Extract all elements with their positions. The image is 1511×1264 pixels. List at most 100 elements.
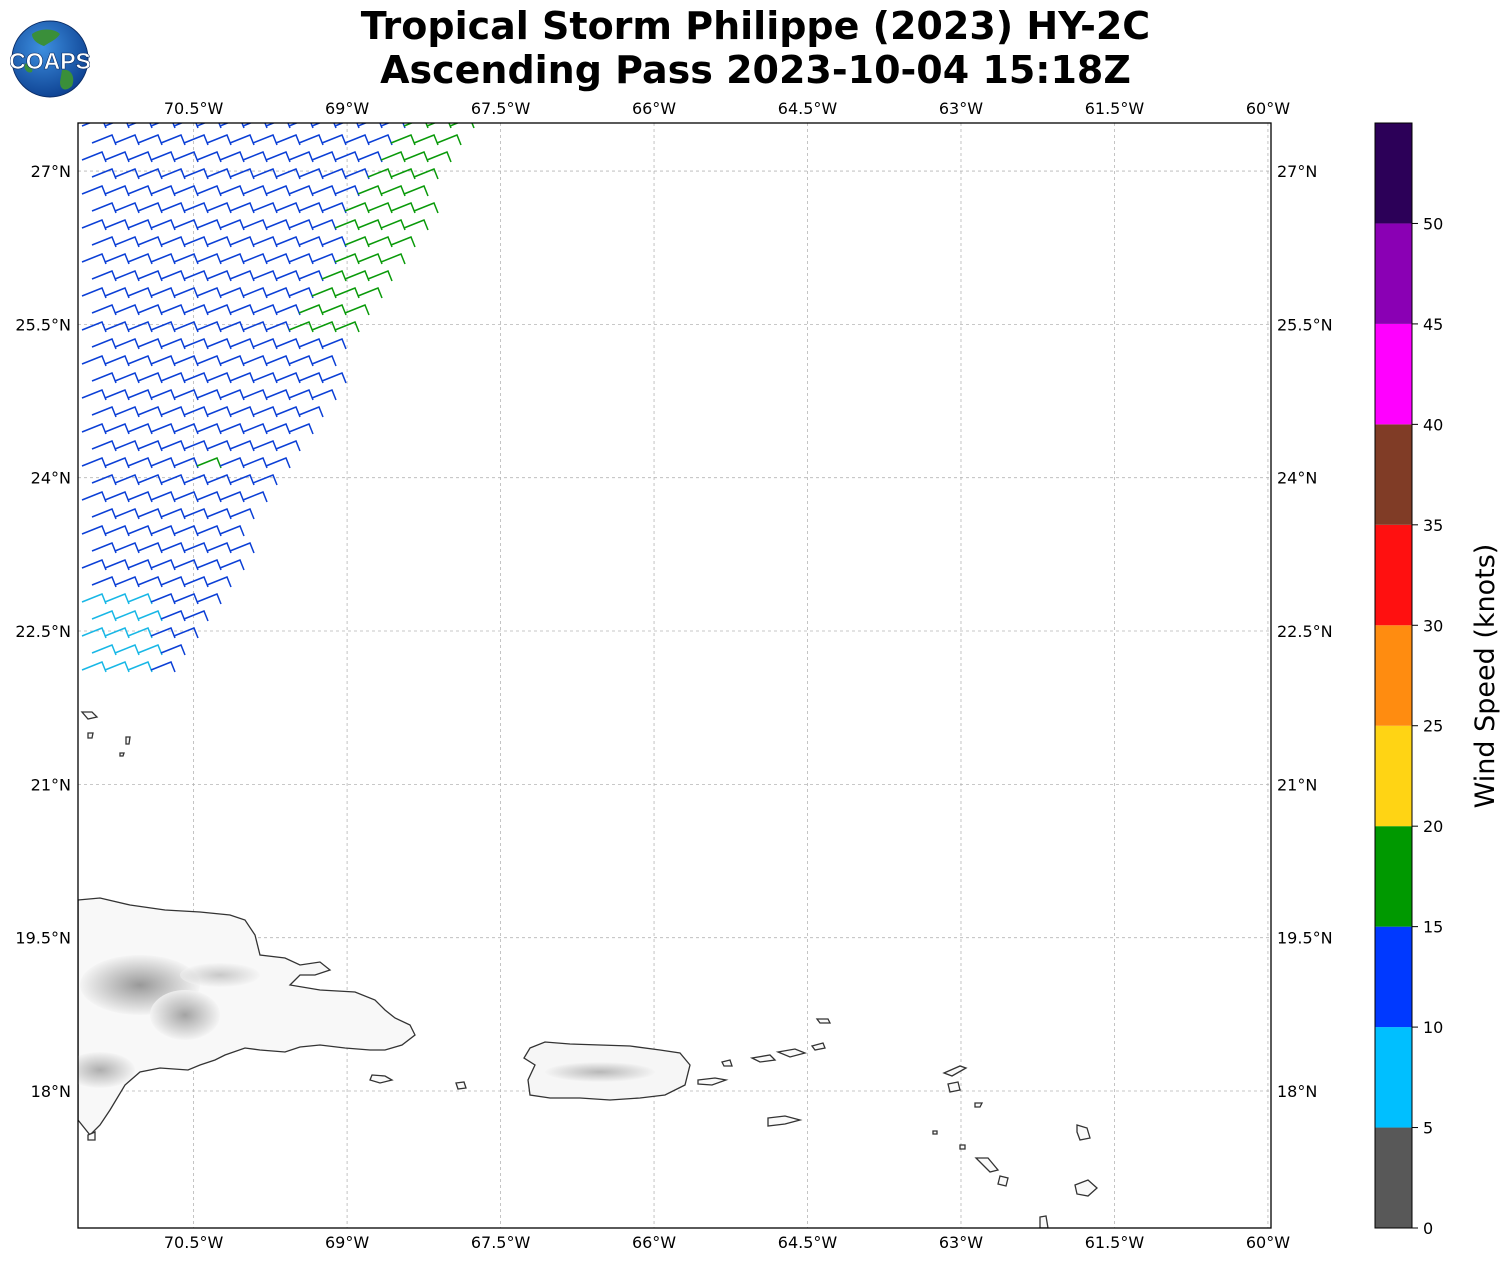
wind-barb	[160, 338, 186, 350]
wind-barb	[357, 151, 383, 163]
wind-barb	[173, 559, 199, 571]
wind-barb	[206, 236, 232, 248]
wind-barb	[137, 338, 163, 350]
wind-barb	[252, 304, 278, 316]
wind-barb	[196, 151, 222, 163]
land-st-kitts	[974, 1157, 1000, 1173]
wind-barb	[321, 372, 347, 384]
wind-barb	[252, 338, 278, 350]
wind-barb	[104, 389, 130, 401]
wind-barb	[127, 287, 153, 299]
wind-barb	[344, 202, 370, 214]
y-tick-right-6: 18°N	[1277, 1082, 1317, 1101]
wind-barb	[81, 423, 107, 435]
y-tick-left-1: 25.5°N	[15, 315, 71, 334]
wind-barb	[183, 304, 209, 316]
wind-barb	[81, 559, 107, 571]
land-anguilla	[942, 1065, 968, 1077]
x-tick-top-2: 67.5°W	[471, 99, 531, 118]
wind-barb	[183, 576, 209, 588]
wind-barb	[150, 525, 176, 537]
wind-barb	[173, 355, 199, 367]
wind-barb	[229, 406, 255, 418]
wind-barb	[344, 270, 370, 282]
wind-barb	[137, 610, 163, 622]
wind-barb	[137, 134, 163, 146]
wind-barb	[137, 168, 163, 180]
wind-barb	[81, 627, 107, 639]
wind-barb	[242, 253, 268, 265]
wind-barb	[390, 236, 416, 248]
wind-barb	[160, 202, 186, 214]
wind-barb	[219, 253, 245, 265]
wind-barb	[357, 219, 383, 231]
wind-barb	[150, 559, 176, 571]
wind-barb	[114, 644, 140, 656]
wind-barb	[150, 151, 176, 163]
figure-title: Tropical Storm Philippe (2023) HY-2C Asc…	[0, 4, 1511, 92]
wind-barb	[275, 440, 301, 452]
wind-barb	[114, 440, 140, 452]
x-tick-top-1: 69°W	[325, 99, 369, 118]
wind-barb	[242, 491, 268, 503]
wind-barb	[104, 491, 130, 503]
wind-barb	[114, 134, 140, 146]
wind-barb	[321, 168, 347, 180]
wind-barb	[183, 202, 209, 214]
wind-barb	[81, 151, 107, 163]
wind-barb	[265, 389, 291, 401]
wind-barb	[150, 593, 176, 605]
wind-barb	[173, 389, 199, 401]
wind-barb	[104, 525, 130, 537]
wind-barb	[127, 355, 153, 367]
wind-barb	[229, 270, 255, 282]
wind-barb	[219, 287, 245, 299]
wind-barb	[298, 406, 324, 418]
wind-barb	[127, 389, 153, 401]
land-st-thomas	[749, 1054, 777, 1063]
land-nevis	[997, 1175, 1009, 1187]
wind-barb	[219, 151, 245, 163]
wind-barb	[114, 474, 140, 486]
colorbar: 0 5 10 15 20 25 30 35 40 45 50	[1374, 122, 1443, 1238]
land-barbuda	[1076, 1124, 1091, 1141]
wind-barb	[206, 440, 232, 452]
wind-barb	[252, 168, 278, 180]
wind-barb	[413, 134, 439, 146]
wind-barb	[196, 219, 222, 231]
wind-barb	[367, 270, 393, 282]
x-tick-bottom-4: 64.5°W	[778, 1233, 838, 1252]
wind-barb	[150, 355, 176, 367]
y-tick-right-5: 19.5°N	[1277, 929, 1333, 948]
wind-barb	[160, 508, 186, 520]
wind-barb	[252, 440, 278, 452]
wind-barb	[150, 185, 176, 197]
wind-barb-swath	[81, 123, 475, 673]
wind-barb	[344, 304, 370, 316]
wind-barb	[265, 253, 291, 265]
wind-barb	[160, 372, 186, 384]
land-montserrat	[1039, 1215, 1049, 1228]
land-tortuga	[87, 1131, 96, 1141]
colorbar-bin-3	[1375, 826, 1412, 927]
colorbar-bin-4	[1375, 725, 1412, 827]
wind-barb	[150, 321, 176, 333]
wind-barb	[321, 202, 347, 214]
wind-barb	[150, 457, 176, 469]
colorbar-tick-label-4: 20	[1423, 817, 1443, 836]
colorbar-tick-label-10: 50	[1423, 214, 1443, 233]
wind-barb	[311, 389, 337, 401]
wind-barb	[252, 202, 278, 214]
wind-barb	[137, 236, 163, 248]
land-caicos-2	[125, 736, 131, 745]
colorbar-tick-label-9: 45	[1423, 315, 1443, 334]
wind-barb	[114, 542, 140, 554]
y-tick-left-2: 24°N	[31, 469, 71, 488]
land-tortola	[775, 1048, 808, 1058]
wind-barb	[265, 185, 291, 197]
colorbar-tick-label-2: 10	[1423, 1018, 1443, 1037]
wind-barb	[334, 287, 360, 299]
wind-barb	[137, 474, 163, 486]
wind-barb	[91, 270, 117, 282]
